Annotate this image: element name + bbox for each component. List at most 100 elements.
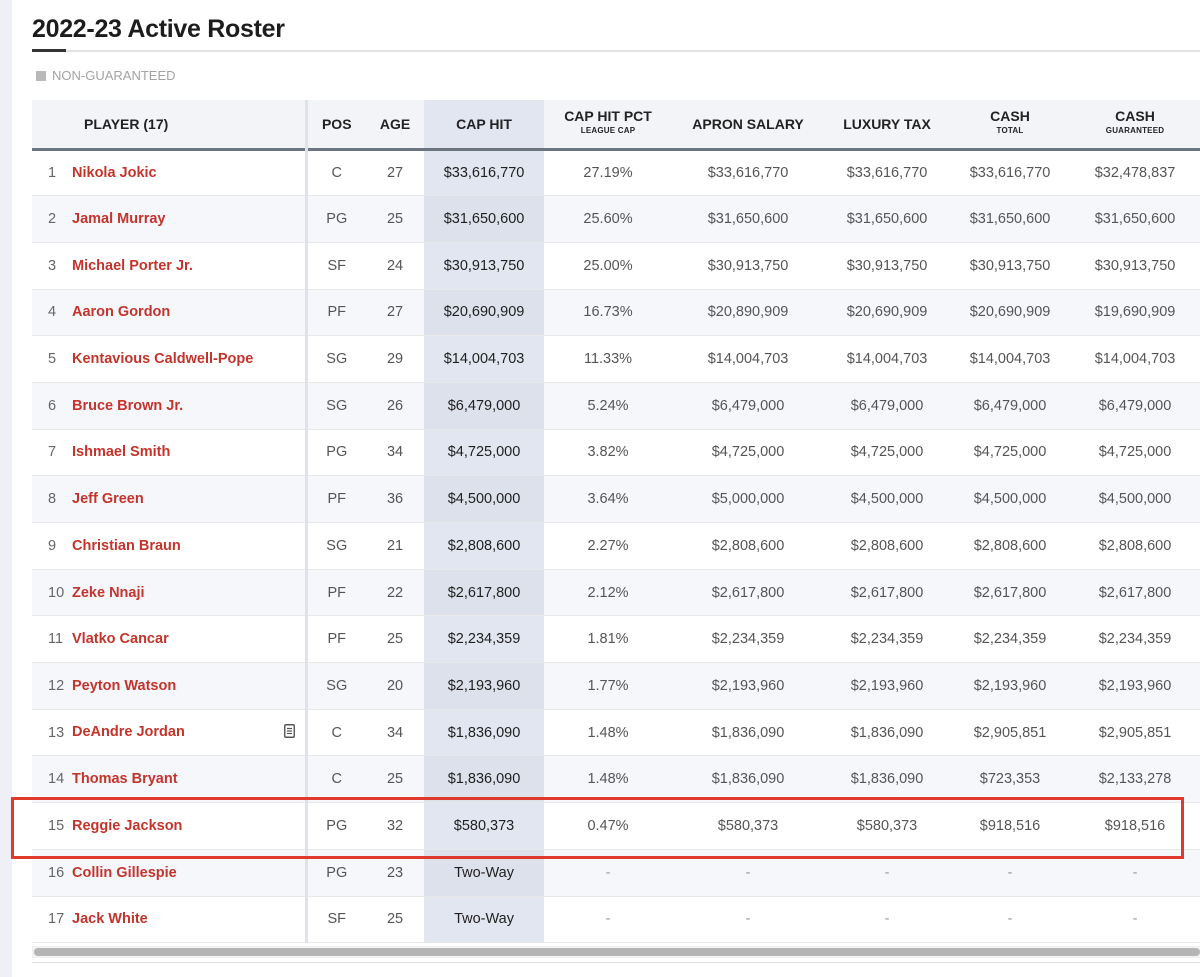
apron-salary-cell: $6,479,000 [711,397,785,414]
table-row: 7 Ishmael Smith PG 34 $4,725,000 3.82% $4,725,… [32,429,1200,476]
table-row-highlighted: 15 Reggie Jackson PG 32 $580,373 0.47% $580,37… [32,802,1200,850]
header-cap-hit-pct[interactable]: CAP HIT PCT LEAGUE CAP [544,100,672,149]
age-cell: 25 [386,631,404,648]
header-age[interactable]: AGE [379,115,411,132]
age-cell: 36 [386,491,404,508]
player-name-link[interactable]: Thomas Bryant [72,771,178,788]
age-cell: 27 [386,164,404,181]
apron-salary-cell: $31,650,600 [707,211,789,228]
player-name-link[interactable]: Reggie Jackson [72,817,183,834]
player-name-cell: Aaron Gordon [72,289,308,336]
cash-guaranteed-cell: $6,479,000 [1098,397,1172,414]
player-name-cell: Peyton Watson [72,662,308,710]
cap-hit-pct-cell: - [605,911,611,928]
cap-hit-pct-cell: 0.47% [587,817,629,834]
player-name-cell: Jeff Green [72,475,308,523]
header-player[interactable]: PLAYER (17) [32,100,308,149]
cap-hit-cell: $33,616,770 [424,149,545,196]
header-cap-hit[interactable]: CAP HIT [424,100,545,149]
player-name-link[interactable]: Vlatko Cancar [72,631,169,648]
header-luxury-tax[interactable]: LUXURY TAX [843,115,931,132]
table-row: 12 Peyton Watson SG 20 $2,193,960 1.77% $2,193… [32,662,1200,710]
table-row: 11 Vlatko Cancar PF 25 $2,234,359 1.81% $2,234… [32,615,1200,663]
apron-salary-cell: $20,890,909 [707,304,789,321]
row-number: 6 [48,397,57,414]
legend-label: NON-GUARANTEED [52,68,176,83]
age-cell: 34 [386,444,404,461]
apron-salary-cell: $1,836,090 [711,771,785,788]
player-name-link[interactable]: Jack White [72,911,148,928]
header-cash-total[interactable]: CASH TOTAL [950,100,1070,149]
cap-hit-pct-cell: 11.33% [583,351,633,368]
player-name-cell: Christian Braun [72,522,308,570]
header-pos[interactable]: POS [321,115,352,132]
player-name-link[interactable]: DeAndre Jordan [72,724,185,741]
cap-hit-cell: $4,725,000 [424,429,545,476]
apron-salary-cell: - [745,864,751,881]
player-name-cell: DeAndre Jordan [72,709,308,756]
position-cell: SG [326,351,348,368]
age-cell: 21 [386,537,404,554]
apron-salary-cell: $2,808,600 [711,537,785,554]
cash-guaranteed-cell: $918,516 [1104,817,1166,834]
cash-guaranteed-cell: $32,478,837 [1094,164,1176,181]
row-number: 7 [48,444,57,461]
header-cash-guaranteed-label: CASH [1115,108,1155,125]
horizontal-scrollbar-thumb[interactable] [34,948,1200,956]
cap-hit-cell: $2,808,600 [424,522,545,570]
row-number: 5 [48,351,57,368]
position-cell: C [331,164,342,181]
table-row: 3 Michael Porter Jr. SF 24 $30,913,750 25.00%… [32,242,1200,290]
position-cell: SG [326,537,348,554]
position-cell: PG [326,444,348,461]
cash-total-cell: $2,808,600 [973,537,1047,554]
cash-guaranteed-cell: $14,004,703 [1094,351,1176,368]
cap-hit-cell: Two-Way [424,896,545,943]
cash-total-cell: - [1007,864,1013,881]
header-cash-guaranteed[interactable]: CASH GUARANTEED [1070,100,1200,149]
player-name-link[interactable]: Bruce Brown Jr. [72,397,184,414]
cash-guaranteed-cell: $19,690,909 [1094,304,1176,321]
luxury-tax-cell: $1,836,090 [850,771,924,788]
row-number: 9 [48,537,57,554]
cap-hit-pct-cell: 5.24% [587,397,629,414]
cash-total-cell: $30,913,750 [969,257,1051,274]
highlight-annotation-box [11,797,1184,859]
player-name-link[interactable]: Zeke Nnaji [72,584,145,601]
table-row: 4 Aaron Gordon PF 27 $20,690,909 16.73% $20,89… [32,289,1200,336]
cash-guaranteed-cell: $2,234,359 [1098,631,1172,648]
cash-guaranteed-cell: $30,913,750 [1094,257,1176,274]
player-name-link[interactable]: Collin Gillespie [72,864,177,881]
age-cell: 34 [386,724,404,741]
player-name-link[interactable]: Nikola Jokic [72,164,157,181]
table-row: 6 Bruce Brown Jr. SG 26 $6,479,000 5.24% $6,47… [32,382,1200,430]
player-name-cell: Bruce Brown Jr. [72,382,308,430]
age-cell: 25 [386,771,404,788]
player-name-cell: Ishmael Smith [72,429,308,476]
cash-guaranteed-cell: - [1132,911,1138,928]
player-name-link[interactable]: Jamal Murray [72,211,166,228]
legend: NON-GUARANTEED [36,68,176,83]
table-row: 10 Zeke Nnaji PF 22 $2,617,800 2.12% $2,617,80… [32,569,1200,616]
cash-total-cell: $4,725,000 [973,444,1047,461]
title-rule [32,50,1200,52]
table-header: PLAYER (17) POS AGE CAP HIT CAP HIT PCT L… [32,100,1200,149]
player-name-link[interactable]: Jeff Green [72,491,144,508]
player-name-cell: Reggie Jackson [72,802,308,850]
header-apron-salary[interactable]: APRON SALARY [692,115,804,132]
player-name-link[interactable]: Peyton Watson [72,677,177,694]
header-cash-guaranteed-sub: GUARANTEED [1105,126,1165,136]
player-name-link[interactable]: Aaron Gordon [72,304,171,321]
cap-hit-cell: $2,193,960 [424,662,545,710]
player-name-link[interactable]: Ishmael Smith [72,444,171,461]
player-name-link[interactable]: Christian Braun [72,537,181,554]
cash-total-cell: $6,479,000 [973,397,1047,414]
document-icon[interactable] [283,724,295,741]
cap-hit-cell: $31,650,600 [424,195,545,243]
row-number: 8 [48,491,57,508]
apron-salary-cell: $14,004,703 [707,351,789,368]
cap-hit-pct-cell: 2.12% [587,584,629,601]
player-name-link[interactable]: Kentavious Caldwell-Pope [72,351,254,368]
position-cell: PF [327,304,347,321]
player-name-link[interactable]: Michael Porter Jr. [72,257,193,274]
